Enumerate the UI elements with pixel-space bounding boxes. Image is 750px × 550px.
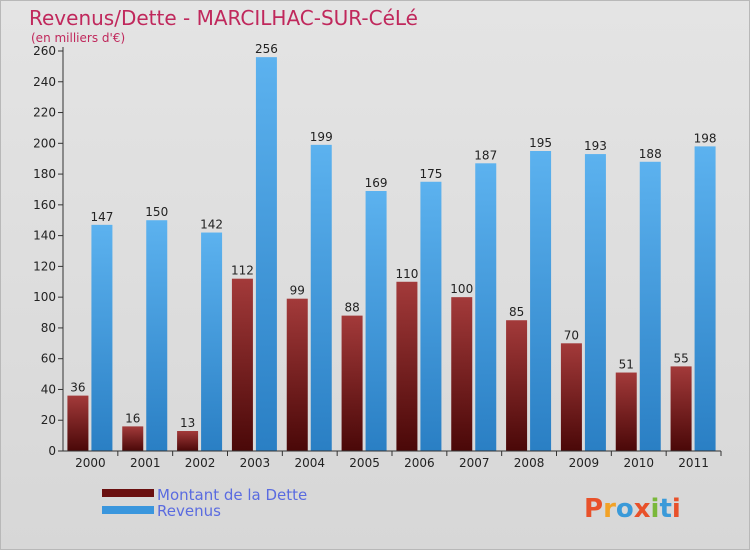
y-tick-label: 160 xyxy=(33,198,56,212)
data-label-revenus: 256 xyxy=(255,42,278,56)
x-tick-label: 2003 xyxy=(240,456,271,470)
x-tick-label: 2011 xyxy=(678,456,709,470)
bar-dette xyxy=(177,431,199,451)
y-tick-label: 180 xyxy=(33,167,56,181)
bar-revenus xyxy=(420,181,442,451)
bar-revenus xyxy=(365,191,387,451)
data-label-dette: 55 xyxy=(673,351,688,365)
y-tick-label: 220 xyxy=(33,106,56,120)
data-label-dette: 100 xyxy=(450,282,473,296)
data-label-dette: 88 xyxy=(344,301,359,315)
bar-revenus xyxy=(255,57,277,452)
x-tick-label: 2004 xyxy=(294,456,325,470)
data-label-dette: 16 xyxy=(125,411,140,425)
x-axis: 2000 2001 2002 2003 2004 2005 2006 2007 2008 2009… xyxy=(63,450,722,470)
y-tick-label: 200 xyxy=(33,136,56,150)
data-label-revenus: 142 xyxy=(200,218,223,232)
bar-revenus xyxy=(91,224,113,451)
data-label-dette: 110 xyxy=(395,267,418,281)
legend-swatch-dette xyxy=(102,489,154,497)
bars-group: 36 147 16 150 13 142 112 256 99 199 88 169 110 175 100… xyxy=(67,42,717,452)
legend: Montant de la Dette Revenus xyxy=(102,486,307,520)
x-tick-label: 2009 xyxy=(569,456,600,470)
y-tick-label: 140 xyxy=(33,229,56,243)
bar-revenus xyxy=(530,151,552,451)
data-label-dette: 99 xyxy=(290,284,305,298)
y-tick-label: 260 xyxy=(33,44,56,58)
bar-dette xyxy=(67,395,89,451)
data-label-revenus: 187 xyxy=(474,148,497,162)
x-tick-label: 2010 xyxy=(623,456,654,470)
data-label-revenus: 195 xyxy=(529,136,552,150)
bar-dette xyxy=(122,426,144,451)
bar-revenus xyxy=(146,220,168,451)
bar-dette xyxy=(560,343,582,451)
bar-revenus xyxy=(694,146,716,451)
data-label-revenus: 193 xyxy=(584,139,607,153)
bar-dette xyxy=(286,298,308,451)
data-label-dette: 13 xyxy=(180,416,195,430)
y-tick-label: 60 xyxy=(41,352,56,366)
bar-dette xyxy=(341,315,363,451)
legend-label-revenus: Revenus xyxy=(157,502,221,520)
data-label-revenus: 169 xyxy=(365,176,388,190)
data-label-revenus: 188 xyxy=(639,147,662,161)
y-axis: 0 20 40 60 80 100 120 140 160 180 200 220 240 260 xyxy=(33,44,64,458)
bar-dette xyxy=(506,320,528,451)
data-label-revenus: 150 xyxy=(145,205,168,219)
bar-dette xyxy=(670,366,692,451)
x-tick-label: 2007 xyxy=(459,456,490,470)
data-label-revenus: 198 xyxy=(694,131,717,145)
data-label-dette: 112 xyxy=(231,264,254,278)
chart-title: Revenus/Dette - MARCILHAC-SUR-CéLé xyxy=(29,6,418,30)
y-tick-label: 40 xyxy=(41,382,56,396)
x-tick-label: 2002 xyxy=(185,456,216,470)
data-label-revenus: 199 xyxy=(310,130,333,144)
y-tick-label: 120 xyxy=(33,259,56,273)
proxiti-logo: Proxiti xyxy=(584,494,681,524)
x-tick-label: 2000 xyxy=(75,456,106,470)
x-tick-label: 2006 xyxy=(404,456,435,470)
bar-revenus xyxy=(310,144,332,451)
bar-dette xyxy=(615,372,637,451)
bar-dette xyxy=(396,281,418,451)
data-label-dette: 85 xyxy=(509,305,524,319)
bar-revenus xyxy=(584,154,606,452)
chart-subtitle: (en milliers d'€) xyxy=(31,31,125,45)
bar-revenus xyxy=(201,232,223,451)
data-label-revenus: 147 xyxy=(90,210,113,224)
x-tick-label: 2005 xyxy=(349,456,380,470)
x-tick-label: 2001 xyxy=(130,456,161,470)
bar-revenus xyxy=(639,161,661,451)
bar-dette xyxy=(451,297,473,451)
y-tick-label: 80 xyxy=(41,321,56,335)
y-tick-label: 20 xyxy=(41,413,56,427)
data-label-dette: 70 xyxy=(564,328,579,342)
data-label-dette: 36 xyxy=(70,381,85,395)
y-tick-label: 240 xyxy=(33,75,56,89)
bar-dette xyxy=(231,278,253,451)
legend-swatch-revenus xyxy=(102,506,154,514)
legend-label-dette: Montant de la Dette xyxy=(157,486,307,504)
data-label-dette: 51 xyxy=(619,358,634,372)
x-tick-label: 2008 xyxy=(514,456,545,470)
y-tick-label: 100 xyxy=(33,290,56,304)
data-label-revenus: 175 xyxy=(419,167,442,181)
bar-revenus xyxy=(475,163,497,452)
y-tick-label: 0 xyxy=(48,444,56,458)
